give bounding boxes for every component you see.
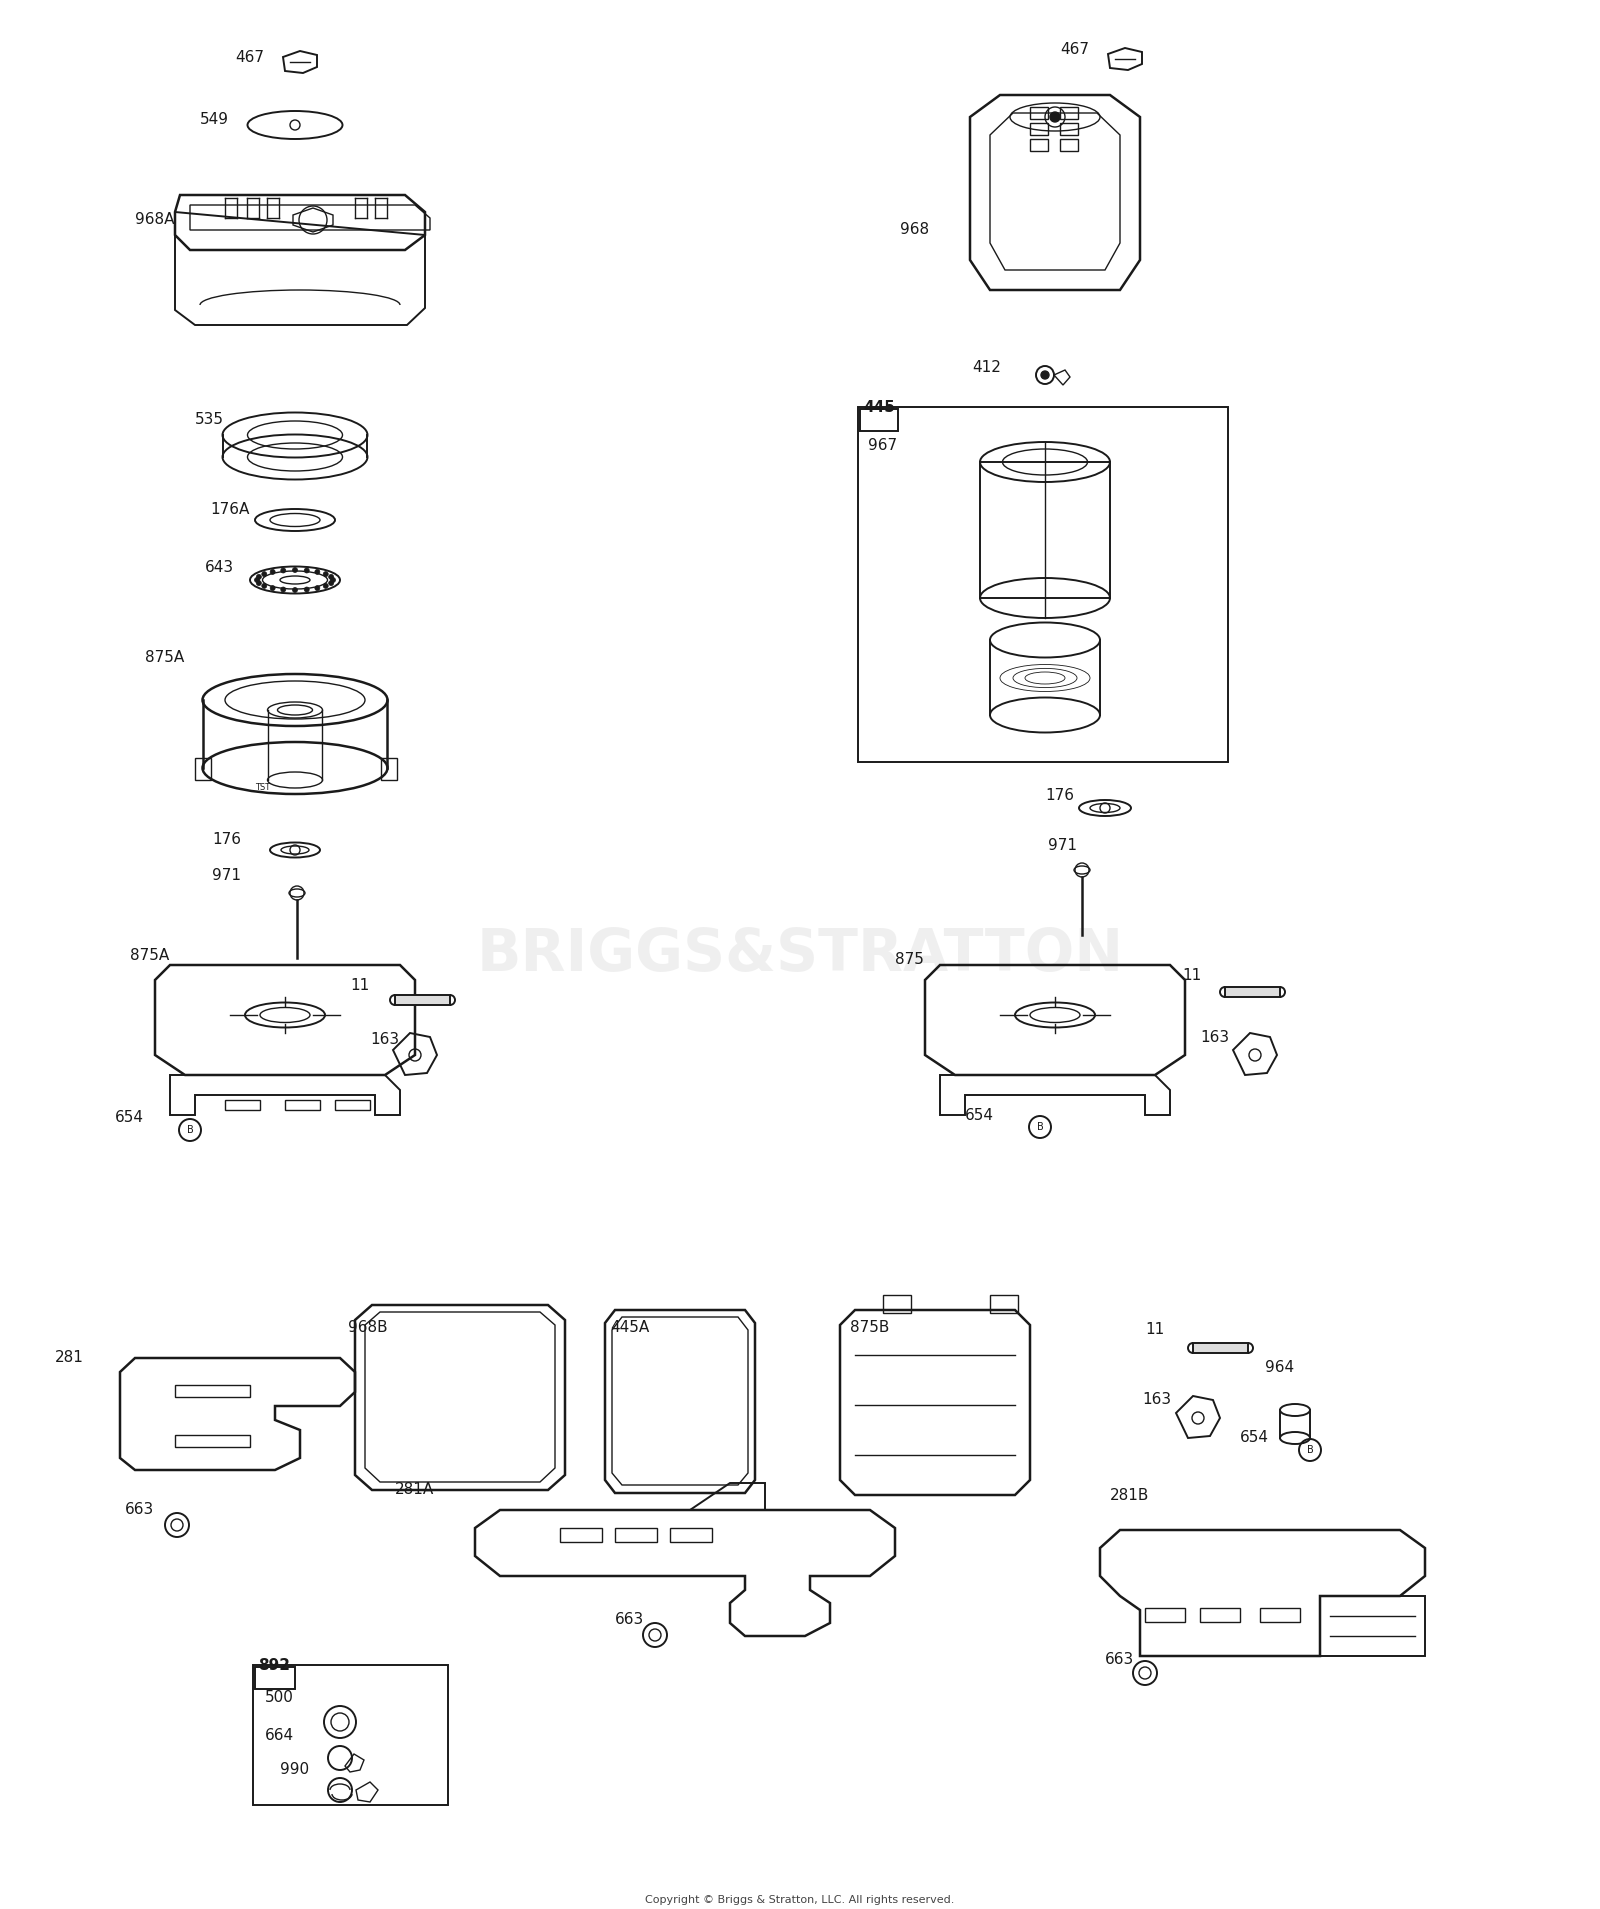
Text: 654: 654 <box>115 1111 144 1126</box>
Circle shape <box>270 586 275 590</box>
Circle shape <box>256 575 261 580</box>
Circle shape <box>315 586 320 590</box>
Text: 163: 163 <box>370 1033 398 1048</box>
Bar <box>253 1665 448 1806</box>
Text: 11: 11 <box>1182 968 1202 983</box>
Text: 176A: 176A <box>210 502 250 517</box>
Text: B: B <box>1307 1445 1314 1455</box>
Circle shape <box>270 569 275 575</box>
Bar <box>1146 1607 1186 1623</box>
Circle shape <box>315 569 320 575</box>
Text: 176: 176 <box>211 832 242 848</box>
Text: 535: 535 <box>195 412 224 428</box>
Circle shape <box>323 584 328 588</box>
Text: 654: 654 <box>965 1107 994 1122</box>
Circle shape <box>328 575 334 580</box>
Bar <box>226 1100 259 1109</box>
Text: 163: 163 <box>1142 1392 1171 1407</box>
Text: 643: 643 <box>205 561 234 575</box>
Text: 990: 990 <box>280 1762 309 1777</box>
Bar <box>990 1294 1018 1313</box>
Bar <box>1200 1607 1240 1623</box>
Text: 412: 412 <box>973 361 1002 376</box>
Text: 875: 875 <box>894 953 923 968</box>
Circle shape <box>304 586 309 592</box>
Text: TST: TST <box>256 783 270 792</box>
Circle shape <box>280 586 286 592</box>
Polygon shape <box>395 995 450 1004</box>
Bar <box>285 1100 320 1109</box>
Bar <box>334 1100 370 1109</box>
Bar <box>858 407 1229 762</box>
Text: 892: 892 <box>258 1657 290 1672</box>
Text: 968: 968 <box>899 223 930 237</box>
Text: 467: 467 <box>1059 42 1090 57</box>
Text: 500: 500 <box>266 1691 294 1705</box>
Text: 968A: 968A <box>134 212 174 227</box>
Text: 663: 663 <box>125 1502 154 1518</box>
Text: 971: 971 <box>211 867 242 882</box>
Text: 445A: 445A <box>610 1321 650 1336</box>
Circle shape <box>280 569 286 573</box>
Text: 875A: 875A <box>146 651 184 666</box>
Circle shape <box>262 584 267 588</box>
Circle shape <box>293 588 298 592</box>
Text: 664: 664 <box>266 1728 294 1743</box>
Circle shape <box>256 580 261 586</box>
Circle shape <box>262 571 267 577</box>
Text: 875B: 875B <box>850 1321 890 1336</box>
Text: 445: 445 <box>862 399 894 414</box>
Text: 11: 11 <box>350 977 370 993</box>
Text: B: B <box>187 1124 194 1136</box>
Circle shape <box>304 569 309 573</box>
Circle shape <box>331 578 336 582</box>
Bar <box>614 1527 658 1542</box>
Text: 549: 549 <box>200 113 229 128</box>
Text: 971: 971 <box>1048 838 1077 853</box>
Text: 663: 663 <box>1106 1653 1134 1667</box>
Text: B: B <box>1037 1122 1043 1132</box>
Polygon shape <box>1194 1344 1248 1353</box>
Bar <box>560 1527 602 1542</box>
Polygon shape <box>1226 987 1280 996</box>
Text: 163: 163 <box>1200 1031 1229 1046</box>
Bar <box>254 1667 294 1689</box>
Text: 281: 281 <box>54 1350 83 1365</box>
Bar <box>1261 1607 1299 1623</box>
Bar <box>174 1386 250 1397</box>
Text: 281A: 281A <box>395 1483 434 1497</box>
Text: 663: 663 <box>614 1613 645 1628</box>
Circle shape <box>328 580 334 586</box>
Text: 654: 654 <box>1240 1430 1269 1445</box>
Circle shape <box>254 578 259 582</box>
Circle shape <box>323 571 328 577</box>
Bar <box>883 1294 910 1313</box>
Bar <box>861 409 898 431</box>
Text: Copyright © Briggs & Stratton, LLC. All rights reserved.: Copyright © Briggs & Stratton, LLC. All … <box>645 1896 955 1905</box>
Text: 281B: 281B <box>1110 1487 1149 1502</box>
Text: 964: 964 <box>1266 1361 1294 1376</box>
Circle shape <box>293 567 298 573</box>
Text: 467: 467 <box>235 50 264 65</box>
Text: 875A: 875A <box>130 947 170 962</box>
Text: 968B: 968B <box>349 1321 387 1336</box>
Circle shape <box>1050 113 1059 122</box>
Circle shape <box>1042 370 1050 380</box>
Text: BRIGGS&STRATTON: BRIGGS&STRATTON <box>477 926 1123 983</box>
Text: 11: 11 <box>1146 1323 1165 1338</box>
Text: 967: 967 <box>867 437 898 452</box>
Bar <box>670 1527 712 1542</box>
Bar <box>174 1436 250 1447</box>
Text: 176: 176 <box>1045 788 1074 802</box>
